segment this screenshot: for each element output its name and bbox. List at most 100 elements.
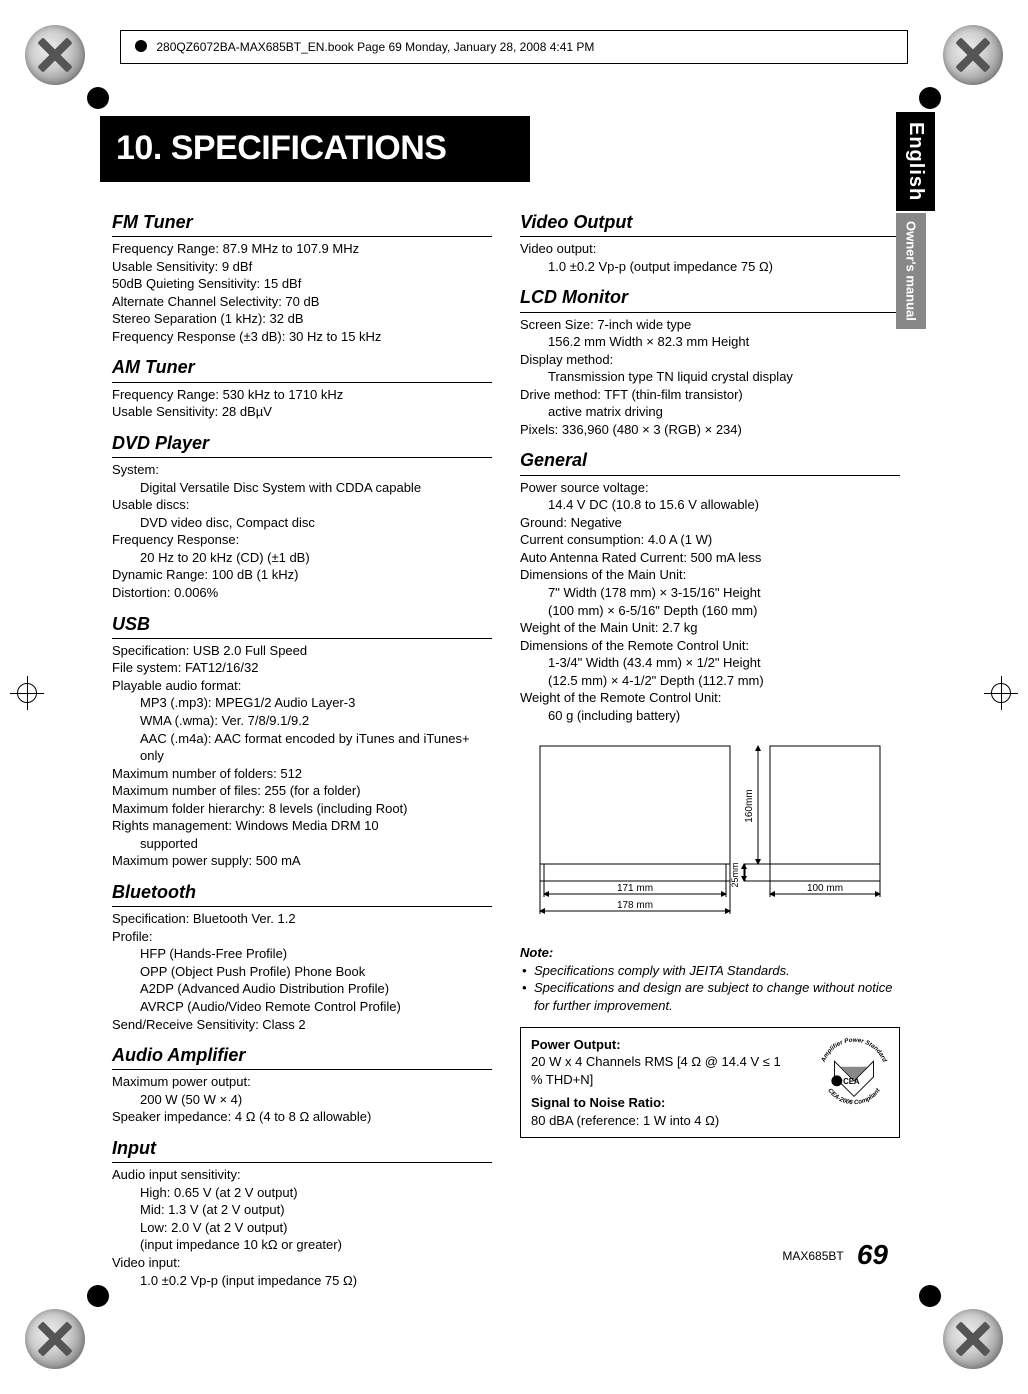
chapter-title: 10. SPECIFICATIONS: [116, 129, 446, 167]
spec-line: Pixels: 336,960 (480 × 3 (RGB) × 234): [520, 421, 900, 439]
spec-line: Drive method: TFT (thin-film transistor): [520, 386, 900, 404]
power-output-box: Power Output: 20 W x 4 Channels RMS [4 Ω…: [520, 1027, 900, 1139]
columns: FM Tuner Frequency Range: 87.9 MHz to 10…: [100, 200, 928, 1289]
dimension-diagram: 160mm 25mm 171 mm 178 mm 100 mm: [520, 736, 900, 936]
seal-top-text: Amplifier Power Standard: [820, 1036, 888, 1063]
spec-line: Maximum number of folders: 512: [112, 765, 492, 783]
spec-value: supported: [140, 835, 492, 853]
section-heading-lcd: LCD Monitor: [520, 285, 900, 312]
corner-screw-icon: [25, 1309, 85, 1369]
spec-line: Maximum folder hierarchy: 8 levels (incl…: [112, 800, 492, 818]
spec-line: Maximum number of files: 255 (for a fold…: [112, 782, 492, 800]
chapter-title-bar: 10. SPECIFICATIONS: [100, 116, 530, 182]
spec-line: Send/Receive Sensitivity: Class 2: [112, 1016, 492, 1034]
spec-label: Audio input sensitivity:: [112, 1166, 492, 1184]
section-heading-dvd: DVD Player: [112, 431, 492, 458]
signal-noise-label: Signal to Noise Ratio:: [531, 1095, 665, 1110]
spec-value: DVD video disc, Compact disc: [140, 514, 492, 532]
spec-line: Distortion: 0.006%: [112, 584, 492, 602]
spec-value: 14.4 V DC (10.8 to 15.6 V allowable): [548, 496, 900, 514]
book-icon: [135, 40, 147, 52]
signal-noise-value: 80 dBA (reference: 1 W into 4 Ω): [531, 1112, 889, 1130]
note-line: Specifications and design are subject to…: [520, 979, 900, 1014]
spec-line: Usable Sensitivity: 28 dBµV: [112, 403, 492, 421]
note-heading: Note:: [520, 944, 900, 962]
spec-value: 200 W (50 W × 4): [140, 1091, 492, 1109]
spec-value: 20 Hz to 20 kHz (CD) (±1 dB): [140, 549, 492, 567]
spec-label: Usable discs:: [112, 496, 492, 514]
left-column: FM Tuner Frequency Range: 87.9 MHz to 10…: [112, 200, 492, 1289]
spec-value: OPP (Object Push Profile) Phone Book: [140, 963, 492, 981]
spec-value: MP3 (.mp3): MPEG1/2 Audio Layer-3: [140, 694, 492, 712]
spec-line: Weight of the Main Unit: 2.7 kg: [520, 619, 900, 637]
corner-screw-icon: [25, 25, 85, 85]
section-heading-video-output: Video Output: [520, 210, 900, 237]
spec-value: 1.0 ±0.2 Vp-p (input impedance 75 Ω): [140, 1272, 492, 1290]
spec-value: Low: 2.0 V (at 2 V output): [140, 1219, 492, 1237]
spec-label: Video output:: [520, 240, 900, 258]
power-output-value: 20 W x 4 Channels RMS [4 Ω @ 14.4 V ≤ 1 …: [531, 1053, 781, 1088]
spec-value: HFP (Hands-Free Profile): [140, 945, 492, 963]
section-heading-bluetooth: Bluetooth: [112, 880, 492, 907]
spec-label: Dimensions of the Remote Control Unit:: [520, 637, 900, 655]
section-heading-input: Input: [112, 1136, 492, 1163]
spec-value: High: 0.65 V (at 2 V output): [140, 1184, 492, 1202]
spec-line: Stereo Separation (1 kHz): 32 dB: [112, 310, 492, 328]
tab-owners-manual: Owner's manual: [896, 213, 926, 329]
section-heading-fm-tuner: FM Tuner: [112, 210, 492, 237]
spec-line: Ground: Negative: [520, 514, 900, 532]
footer-model: MAX685BT: [782, 1249, 843, 1263]
spec-line: Alternate Channel Selectivity: 70 dB: [112, 293, 492, 311]
spec-label: Dimensions of the Main Unit:: [520, 566, 900, 584]
spec-value: 156.2 mm Width × 82.3 mm Height: [548, 333, 900, 351]
spec-value: 7" Width (178 mm) × 3-15/16" Height: [548, 584, 900, 602]
spec-value: 1.0 ±0.2 Vp-p (output impedance 75 Ω): [548, 258, 900, 276]
spec-value: active matrix driving: [548, 403, 900, 421]
section-heading-am-tuner: AM Tuner: [112, 355, 492, 382]
dim-label-25: 25mm: [730, 863, 740, 888]
spec-value: 1-3/4" Width (43.4 mm) × 1/2" Height: [548, 654, 900, 672]
spec-value: A2DP (Advanced Audio Distribution Profil…: [140, 980, 492, 998]
spec-line: Rights management: Windows Media DRM 10: [112, 817, 492, 835]
spec-value: Transmission type TN liquid crystal disp…: [548, 368, 900, 386]
spec-line: Frequency Response (±3 dB): 30 Hz to 15 …: [112, 328, 492, 346]
content-frame: English Owner's manual 10. SPECIFICATION…: [100, 100, 928, 1294]
spec-label: Power source voltage:: [520, 479, 900, 497]
right-column: Video Output Video output: 1.0 ±0.2 Vp-p…: [520, 200, 900, 1289]
svg-text:Amplifier Power Standard: Amplifier Power Standard: [820, 1036, 888, 1063]
dim-label-100: 100 mm: [807, 883, 843, 894]
spec-value: AAC (.m4a): AAC format encoded by iTunes…: [140, 730, 492, 765]
running-header: 280QZ6072BA-MAX685BT_EN.book Page 69 Mon…: [120, 30, 908, 64]
spec-label: Profile:: [112, 928, 492, 946]
footer-page-number: 69: [857, 1239, 888, 1270]
spec-line: Usable Sensitivity: 9 dBf: [112, 258, 492, 276]
corner-screw-icon: [943, 1309, 1003, 1369]
spec-line: Maximum power supply: 500 mA: [112, 852, 492, 870]
spec-line: Specification: USB 2.0 Full Speed: [112, 642, 492, 660]
dim-label-160: 160mm: [744, 790, 755, 823]
section-heading-general: General: [520, 448, 900, 475]
spec-line: Specification: Bluetooth Ver. 1.2: [112, 910, 492, 928]
spec-label: Maximum power output:: [112, 1073, 492, 1091]
spec-value: (12.5 mm) × 4-1/2" Depth (112.7 mm): [548, 672, 900, 690]
side-tab: English Owner's manual: [896, 112, 930, 329]
spec-line: Frequency Range: 530 kHz to 1710 kHz: [112, 386, 492, 404]
spec-label: Display method:: [520, 351, 900, 369]
seal-cea-text: CEA: [843, 1076, 860, 1085]
note-line: Specifications comply with JEITA Standar…: [520, 962, 900, 980]
spec-value: WMA (.wma): Ver. 7/8/9.1/9.2: [140, 712, 492, 730]
section-heading-audio-amp: Audio Amplifier: [112, 1043, 492, 1070]
page-footer: MAX685BT 69: [782, 1236, 888, 1274]
spec-value: (input impedance 10 kΩ or greater): [140, 1236, 492, 1254]
corner-screw-icon: [943, 25, 1003, 85]
spec-line: Current consumption: 4.0 A (1 W): [520, 531, 900, 549]
spec-value: AVRCP (Audio/Video Remote Control Profil…: [140, 998, 492, 1016]
spec-label: Video input:: [112, 1254, 492, 1272]
section-heading-usb: USB: [112, 612, 492, 639]
tab-english: English: [896, 112, 935, 211]
registration-mark-icon: [988, 680, 1014, 706]
spec-value: 60 g (including battery): [548, 707, 900, 725]
spec-line: File system: FAT12/16/32: [112, 659, 492, 677]
spec-line: 50dB Quieting Sensitivity: 15 dBf: [112, 275, 492, 293]
spec-line: Playable audio format:: [112, 677, 492, 695]
